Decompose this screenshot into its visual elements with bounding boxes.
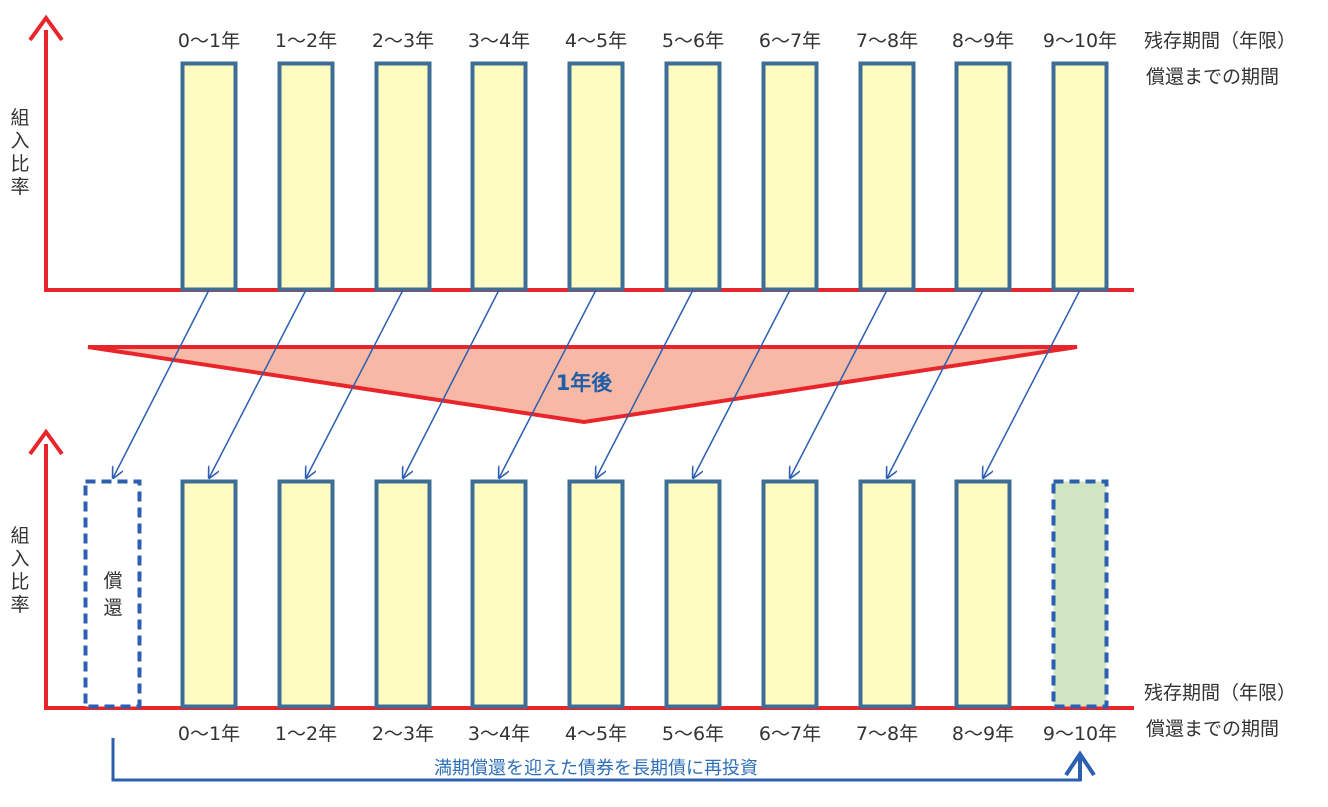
top-category-label: 8〜9年: [952, 30, 1014, 52]
top-bar: [567, 61, 625, 292]
shift-arrow: [693, 289, 791, 478]
one-year-later-triangle: [87, 345, 1078, 425]
bottom-chart: 組 入 比 率 償 還 0〜1年 1〜2年 2〜3: [10, 428, 1296, 745]
bottom-category-label: 0〜1年: [178, 723, 240, 745]
top-category-labels: 0〜1年 1〜2年 2〜3年 3〜4年 4〜5年 5〜6年 6〜7年 7〜8年 …: [178, 30, 1117, 52]
transition: 1年後: [87, 345, 1078, 425]
top-y-label-char: 入: [10, 130, 29, 152]
bottom-category-label: 7〜8年: [856, 723, 918, 745]
bottom-category-label: 8〜9年: [952, 723, 1014, 745]
shift-arrow: [887, 289, 984, 478]
bottom-category-label: 6〜7年: [759, 723, 821, 745]
top-y-label-char: 組: [10, 107, 29, 129]
shift-arrow: [403, 289, 500, 478]
reinvested-bar: [1051, 479, 1109, 709]
bottom-bar: [664, 479, 722, 709]
bottom-category-label: 3〜4年: [468, 723, 530, 745]
shift-arrow: [113, 289, 210, 478]
top-category-label: 1〜2年: [275, 30, 337, 52]
top-category-label: 0〜1年: [178, 30, 240, 52]
bottom-y-label-char: 率: [10, 594, 29, 616]
bottom-bar: [374, 479, 432, 709]
bottom-bars: [180, 479, 1012, 709]
reinvest-label: 満期償還を迎えた債券を長期債に再投資: [434, 758, 758, 779]
bottom-bar: [470, 479, 528, 709]
bottom-bar: [277, 479, 335, 709]
redeemed-label-char: 償: [103, 570, 122, 592]
top-category-label: 7〜8年: [856, 30, 918, 52]
bottom-y-label-char: 比: [10, 571, 29, 593]
shift-arrow: [790, 289, 888, 478]
bottom-y-axis-arrowhead: [28, 428, 64, 456]
top-category-label: 3〜4年: [468, 30, 530, 52]
shift-arrows: [113, 289, 1081, 478]
top-y-label-char: 比: [10, 153, 29, 175]
redeemed-label-char: 還: [103, 597, 122, 619]
shift-arrow: [499, 289, 597, 478]
top-category-label: 9〜10年: [1043, 30, 1117, 52]
bottom-category-label: 4〜5年: [565, 723, 627, 745]
top-bars: [180, 61, 1109, 292]
top-axis-title-line1: 残存期間（年限）: [1144, 30, 1296, 52]
top-bar: [1051, 61, 1109, 292]
reinvest-bracket: 満期償還を迎えた債券を長期債に再投資: [111, 738, 1096, 782]
top-y-axis-label: 組 入 比 率: [10, 107, 29, 198]
top-bar: [470, 61, 528, 292]
top-bar: [954, 61, 1012, 292]
bottom-category-label: 2〜3年: [372, 723, 434, 745]
top-bar: [858, 61, 916, 292]
bottom-category-label: 5〜6年: [662, 723, 724, 745]
shift-arrow: [983, 289, 1081, 478]
bottom-axis-title-line1: 残存期間（年限）: [1144, 682, 1296, 704]
redeemed-bar: [83, 479, 142, 709]
top-category-label: 5〜6年: [662, 30, 724, 52]
bottom-bar: [567, 479, 625, 709]
bottom-axis-title-line2: 償還までの期間: [1146, 718, 1279, 740]
top-y-label-char: 率: [10, 176, 29, 198]
bottom-category-label: 1〜2年: [275, 723, 337, 745]
bottom-category-labels: 0〜1年 1〜2年 2〜3年 3〜4年 4〜5年 5〜6年 6〜7年 7〜8年 …: [178, 723, 1117, 745]
bottom-bar: [761, 479, 819, 709]
reinvest-arrowhead: [1064, 750, 1096, 777]
top-bar: [761, 61, 819, 292]
bottom-bar: [180, 479, 238, 709]
shift-arrow: [209, 289, 307, 478]
top-bar: [180, 61, 238, 292]
top-bar: [664, 61, 722, 292]
bottom-category-label: 9〜10年: [1043, 723, 1117, 745]
top-axis-title-line2: 償還までの期間: [1146, 66, 1279, 88]
shift-arrow: [596, 289, 694, 478]
bottom-y-label-char: 入: [10, 548, 29, 570]
top-category-label: 6〜7年: [759, 30, 821, 52]
redeemed-label: 償 還: [103, 570, 122, 619]
bottom-y-axis-label: 組 入 比 率: [10, 525, 29, 616]
one-year-later-label: 1年後: [556, 371, 614, 395]
top-y-axis-arrowhead: [28, 14, 64, 42]
bottom-bar: [858, 479, 916, 709]
top-chart: 組 入 比 率 0〜1年 1〜2年 2〜3年 3〜4年 4〜5年 5〜6年: [10, 14, 1296, 292]
bottom-y-label-char: 組: [10, 525, 29, 547]
bottom-bar: [954, 479, 1012, 709]
top-category-label: 2〜3年: [372, 30, 434, 52]
shift-arrow: [306, 289, 404, 478]
top-category-label: 4〜5年: [565, 30, 627, 52]
top-bar: [277, 61, 335, 292]
top-bar: [374, 61, 432, 292]
